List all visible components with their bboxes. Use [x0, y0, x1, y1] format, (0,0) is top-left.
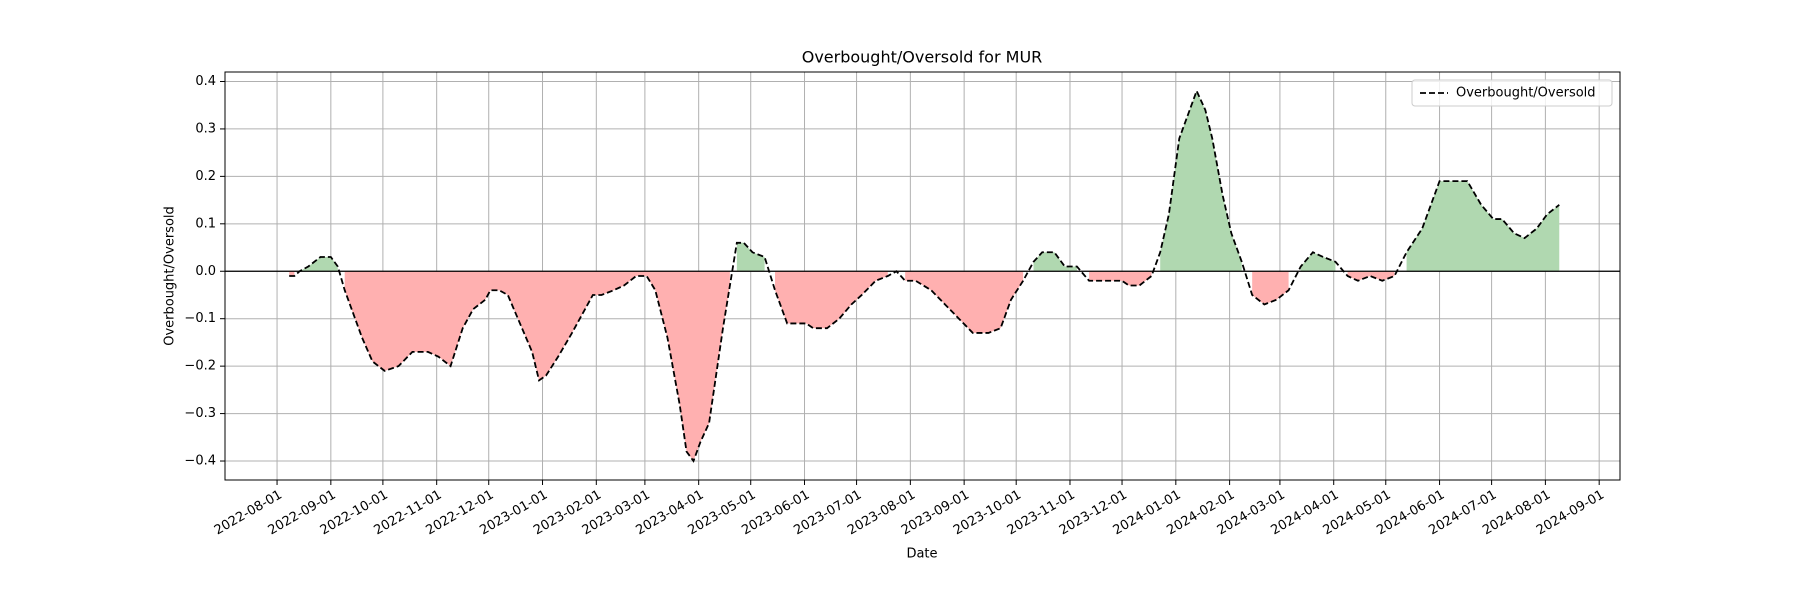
y-tick-label: −0.4 [184, 454, 216, 469]
negative-area [1089, 271, 1152, 286]
chart-title: Overbought/Oversold for MUR [802, 48, 1043, 67]
y-axis-label: Overbought/Oversold [163, 206, 178, 346]
positive-area [1406, 181, 1560, 272]
negative-area [344, 271, 730, 462]
positive-area [1033, 252, 1077, 272]
axes-frame [224, 71, 1621, 481]
negative-area [775, 271, 888, 329]
y-tick-label: −0.2 [184, 359, 216, 374]
y-tick-label: 0.2 [195, 169, 216, 184]
y-tick-label: 0.4 [195, 74, 216, 89]
negative-area [289, 271, 295, 276]
y-tick-label: −0.3 [184, 406, 216, 421]
legend: Overbought/Oversold [1411, 79, 1613, 107]
y-tick-label: 0.0 [195, 264, 216, 279]
y-tick-label: 0.3 [195, 121, 216, 136]
y-tick-label: 0.1 [195, 216, 216, 231]
positive-area [299, 257, 338, 272]
negative-area [1252, 271, 1289, 305]
negative-area [905, 271, 1024, 333]
legend-box [1411, 79, 1613, 107]
x-axis-label: Date [906, 547, 937, 562]
positive-area [1300, 252, 1336, 272]
y-tick-label: −0.1 [184, 311, 216, 326]
data-line [289, 88, 1560, 463]
legend-label: Overbought/Oversold [1456, 86, 1596, 101]
positive-area [736, 242, 765, 272]
plot-area [225, 88, 1620, 463]
